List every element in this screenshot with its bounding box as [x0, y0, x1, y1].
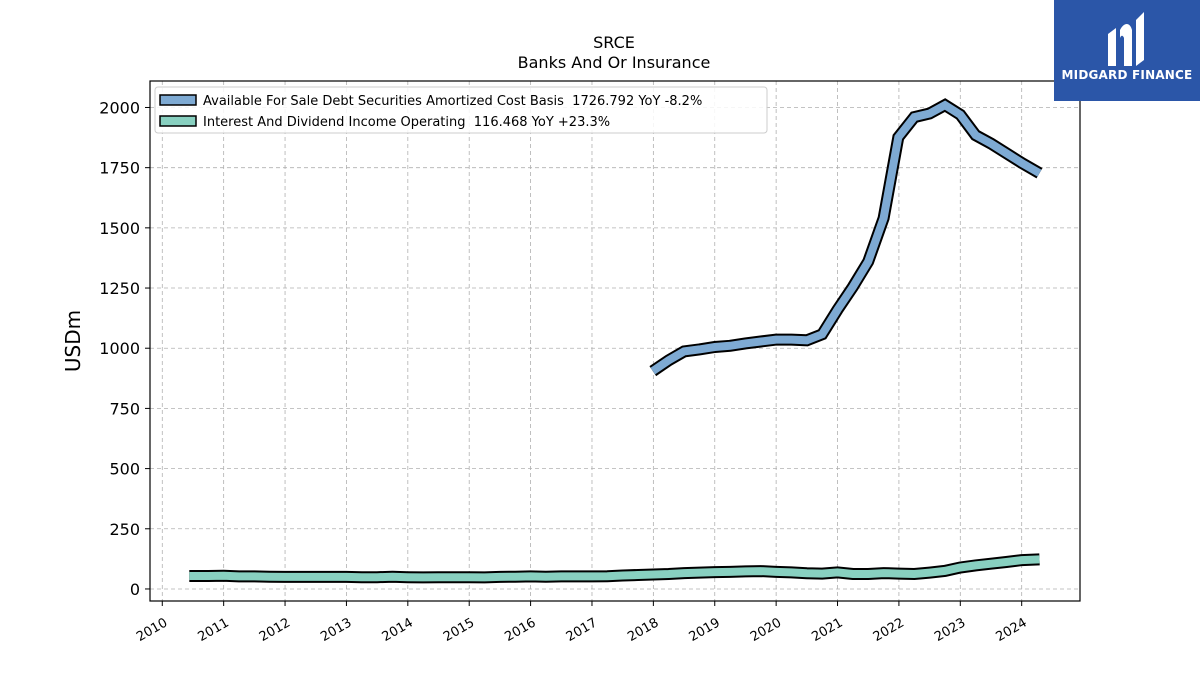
- grid: [150, 81, 1080, 601]
- x-tick-label: 2024: [994, 615, 1030, 645]
- x-tick-label: 2022: [871, 615, 907, 645]
- y-tick-label: 750: [109, 399, 140, 418]
- chart-title: SRCE: [593, 33, 635, 52]
- x-tick-label: 2019: [687, 615, 723, 645]
- y-tick-label: 0: [130, 580, 140, 599]
- y-tick-label: 1250: [99, 279, 140, 298]
- plot-frame: [149, 80, 1081, 602]
- y-axis-label: USDm: [61, 310, 85, 372]
- series-2-line: [189, 555, 1040, 582]
- series-1-outline: [649, 98, 1043, 377]
- legend-entry-1: Available For Sale Debt Securities Amort…: [203, 94, 702, 109]
- x-tick-label: 2017: [564, 615, 600, 645]
- x-tick-label: 2010: [134, 615, 170, 645]
- y-tick-label: 1500: [99, 219, 140, 238]
- y-tick-label: 500: [109, 460, 140, 479]
- x-tick-label: 2018: [625, 615, 661, 645]
- legend: Available For Sale Debt Securities Amort…: [154, 86, 768, 134]
- x-tick-label: 2020: [748, 615, 784, 645]
- logo-text: MIDGARD FINANCE: [1061, 68, 1193, 82]
- x-tick-label: 2021: [809, 615, 845, 645]
- x-tick-label: 2014: [380, 615, 416, 645]
- series-1-line: [650, 100, 1042, 375]
- x-tick-label: 2015: [441, 615, 477, 645]
- legend-swatch-2: [159, 115, 197, 127]
- x-tick-label: 2023: [932, 615, 968, 645]
- y-tick-label: 250: [109, 520, 140, 539]
- legend-box: [154, 86, 768, 134]
- x-tick-label: 2011: [196, 615, 232, 645]
- midgard-logo-icon: [1108, 12, 1144, 66]
- y-tick-label: 1750: [99, 159, 140, 178]
- y-tick-label: 2000: [99, 98, 140, 117]
- y-axis: 0 250 500 750 1000 1250 1500 1750 2000: [99, 98, 150, 599]
- series-lines: [189, 98, 1043, 584]
- y-tick-label: 1000: [99, 339, 140, 358]
- x-axis: 2010 2011 2012 2013 2014 2015 2016 2017 2018 2019…: [134, 601, 1030, 645]
- x-tick-label: 2013: [318, 615, 354, 645]
- midgard-finance-logo: MIDGARD FINANCE: [1054, 0, 1200, 101]
- legend-entry-2: Interest And Dividend Income Operating 1…: [203, 115, 610, 130]
- x-tick-label: 2012: [257, 615, 293, 645]
- chart-subtitle: Banks And Or Insurance: [518, 53, 711, 72]
- legend-swatch-1: [159, 94, 197, 106]
- x-tick-label: 2016: [502, 615, 538, 645]
